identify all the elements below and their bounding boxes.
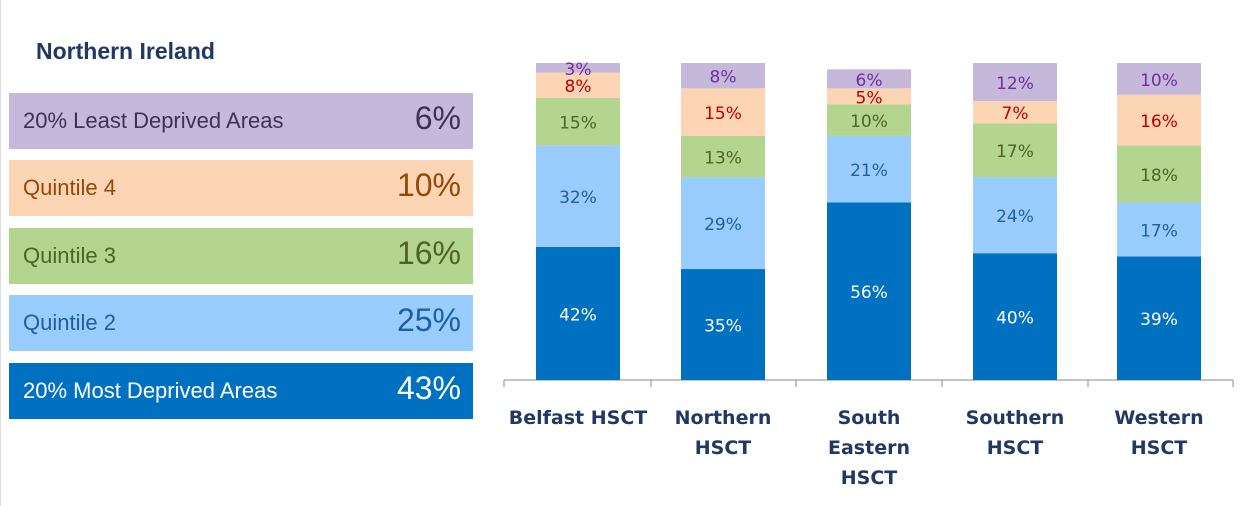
legend-label: 20% Most Deprived Areas <box>23 378 278 403</box>
data-label: 21% <box>850 161 888 181</box>
data-label: 56% <box>850 283 888 303</box>
axis-ticks <box>503 380 1234 387</box>
x-tick-label: South Eastern HSCT <box>828 407 910 489</box>
bar-segment <box>827 135 911 203</box>
x-tick-label: Western HSCT <box>1114 407 1204 459</box>
bar-segment <box>827 88 911 105</box>
bar-segment <box>973 101 1057 124</box>
data-label: 12% <box>996 74 1034 94</box>
legend-label: Quintile 3 <box>23 243 116 268</box>
panel-value: 43% <box>396 370 461 406</box>
panel-value: 16% <box>396 235 461 271</box>
bar-segment <box>1117 94 1201 146</box>
data-label: 10% <box>850 112 888 132</box>
bar-segment <box>1117 202 1201 257</box>
data-label: 35% <box>704 317 742 337</box>
data-label: 6% <box>856 71 883 91</box>
data-label: 5% <box>856 88 883 108</box>
data-label: 40% <box>996 309 1034 329</box>
bar-segment <box>973 123 1057 178</box>
data-label: 24% <box>996 207 1034 227</box>
data-label: 18% <box>1140 166 1178 186</box>
data-label: 39% <box>1140 310 1178 330</box>
bar-segment <box>973 63 1057 102</box>
legend-label: 20% Least Deprived Areas <box>23 108 284 133</box>
bar-segment <box>681 269 765 380</box>
bar-segment <box>536 97 620 146</box>
data-label: 13% <box>704 149 742 169</box>
data-label: 17% <box>1140 221 1178 241</box>
x-tick-label: Southern HSCT <box>965 407 1065 459</box>
bar-segment <box>1117 256 1201 380</box>
data-label: 7% <box>1002 104 1029 124</box>
data-label: 8% <box>565 77 592 97</box>
data-label: 15% <box>704 104 742 124</box>
bar-segment <box>536 72 620 98</box>
bar-segment <box>827 69 911 89</box>
panel-value: 6% <box>414 100 461 136</box>
x-tick-label: Belfast HSCT <box>508 407 648 429</box>
data-label: 32% <box>559 188 597 208</box>
data-label: 29% <box>704 215 742 235</box>
bar-segment <box>973 253 1057 380</box>
legend-item: Quintile 2 25% <box>9 295 473 351</box>
panel-value: 25% <box>396 302 461 338</box>
legend-item: 20% Most Deprived Areas 43% <box>9 363 473 419</box>
data-label: 10% <box>1140 71 1178 91</box>
data-label: 17% <box>996 142 1034 162</box>
legend-item: Quintile 4 10% <box>9 160 473 216</box>
bar-segment <box>827 202 911 380</box>
data-label: 42% <box>559 305 597 325</box>
bar-segment <box>681 63 765 89</box>
bar-segment <box>536 246 620 380</box>
bar-segment <box>536 63 620 73</box>
bar-segment <box>827 104 911 136</box>
legend-item: Quintile 3 16% <box>9 228 473 284</box>
bar-segment <box>681 135 765 178</box>
data-label: 16% <box>1140 112 1178 132</box>
bar-segment <box>681 177 765 270</box>
bar-segment <box>1117 145 1201 203</box>
bar-segment <box>973 177 1057 254</box>
x-tick-label: Northern HSCT <box>674 407 772 459</box>
bar-segment <box>1117 63 1201 95</box>
legend-item: 20% Least Deprived Areas 6% <box>9 93 473 149</box>
legend-label: Quintile 4 <box>23 175 116 200</box>
bar-segment <box>536 145 620 247</box>
data-label: 3% <box>565 60 592 80</box>
bar-segment <box>681 88 765 136</box>
panel-title: Northern Ireland <box>36 38 215 64</box>
data-label: 8% <box>710 68 737 88</box>
legend-label: Quintile 2 <box>23 310 116 335</box>
data-label: 15% <box>559 114 597 134</box>
panel-value: 10% <box>396 167 461 203</box>
